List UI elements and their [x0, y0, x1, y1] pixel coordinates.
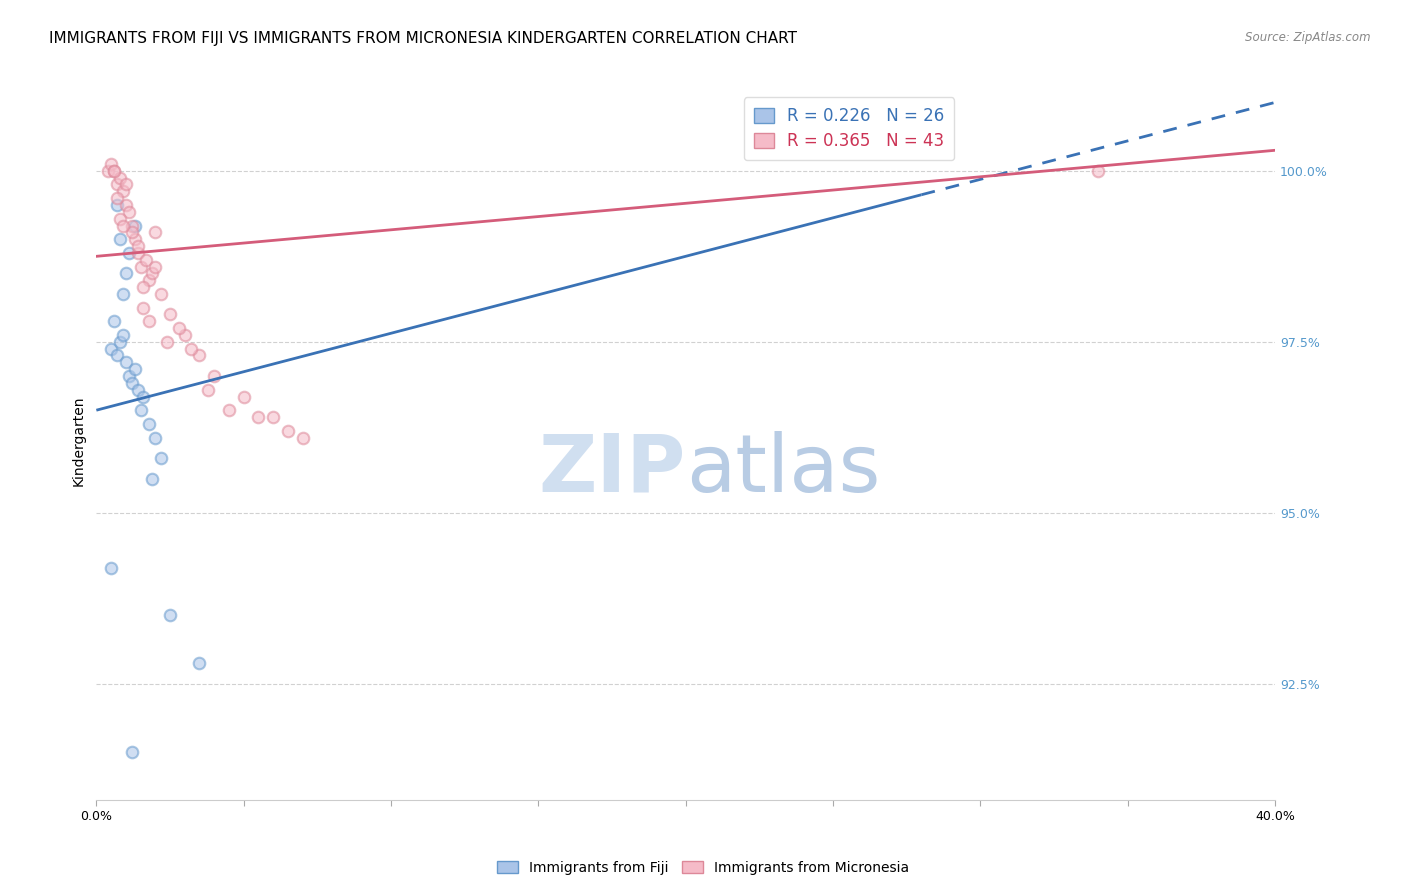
Text: IMMIGRANTS FROM FIJI VS IMMIGRANTS FROM MICRONESIA KINDERGARTEN CORRELATION CHAR: IMMIGRANTS FROM FIJI VS IMMIGRANTS FROM …	[49, 31, 797, 46]
Point	[121, 219, 143, 233]
Point	[127, 383, 149, 397]
Point	[277, 424, 299, 438]
Point	[138, 417, 160, 431]
Point	[135, 252, 157, 267]
Point	[108, 170, 131, 185]
Point	[105, 198, 128, 212]
Point	[127, 239, 149, 253]
Point	[188, 657, 211, 671]
Point	[105, 191, 128, 205]
Point	[1087, 163, 1109, 178]
Point	[156, 334, 179, 349]
Point	[111, 328, 134, 343]
Point	[105, 178, 128, 192]
Point	[108, 232, 131, 246]
Point	[132, 280, 155, 294]
Point	[118, 205, 141, 219]
Point	[247, 410, 270, 425]
Point	[100, 342, 122, 356]
Point	[97, 163, 120, 178]
Point	[143, 431, 166, 445]
Point	[232, 390, 254, 404]
Text: Source: ZipAtlas.com: Source: ZipAtlas.com	[1246, 31, 1371, 45]
Point	[167, 321, 190, 335]
Point	[111, 185, 134, 199]
Point	[103, 163, 125, 178]
Point	[108, 211, 131, 226]
Point	[291, 431, 314, 445]
Point	[114, 267, 136, 281]
Text: ZIP: ZIP	[538, 431, 686, 508]
Y-axis label: Kindergarten: Kindergarten	[72, 396, 86, 486]
Point	[141, 472, 163, 486]
Point	[180, 342, 202, 356]
Point	[129, 260, 152, 274]
Point	[262, 410, 284, 425]
Point	[143, 260, 166, 274]
Point	[150, 287, 173, 301]
Point	[132, 301, 155, 315]
Point	[202, 369, 225, 384]
Point	[114, 198, 136, 212]
Point	[103, 314, 125, 328]
Point	[124, 362, 146, 376]
Point	[124, 219, 146, 233]
Point	[138, 314, 160, 328]
Legend: R = 0.226   N = 26, R = 0.365   N = 43: R = 0.226 N = 26, R = 0.365 N = 43	[744, 97, 955, 160]
Point	[105, 349, 128, 363]
Point	[121, 376, 143, 390]
Point	[108, 334, 131, 349]
Point	[188, 349, 211, 363]
Point	[121, 745, 143, 759]
Point	[114, 355, 136, 369]
Point	[141, 267, 163, 281]
Point	[100, 560, 122, 574]
Point	[118, 246, 141, 260]
Point	[118, 369, 141, 384]
Text: atlas: atlas	[686, 431, 880, 508]
Point	[124, 232, 146, 246]
Point	[127, 246, 149, 260]
Point	[173, 328, 195, 343]
Point	[143, 226, 166, 240]
Point	[138, 273, 160, 287]
Point	[159, 308, 181, 322]
Legend: Immigrants from Fiji, Immigrants from Micronesia: Immigrants from Fiji, Immigrants from Mi…	[491, 855, 915, 880]
Point	[218, 403, 240, 417]
Point	[103, 163, 125, 178]
Point	[114, 178, 136, 192]
Point	[159, 608, 181, 623]
Point	[121, 226, 143, 240]
Point	[129, 403, 152, 417]
Point	[132, 390, 155, 404]
Point	[111, 219, 134, 233]
Point	[197, 383, 219, 397]
Point	[100, 157, 122, 171]
Point	[150, 451, 173, 466]
Point	[111, 287, 134, 301]
